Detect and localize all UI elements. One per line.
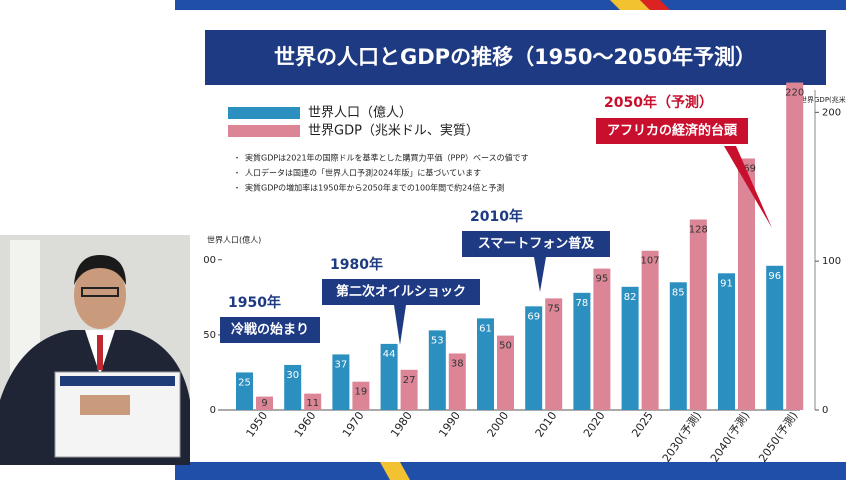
- callout-year: 2010年: [470, 208, 523, 225]
- value-label: 53: [431, 335, 444, 346]
- value-label: 220: [785, 88, 804, 99]
- bar: [786, 82, 804, 410]
- callout-arrow: [534, 257, 546, 292]
- bar: [448, 353, 466, 410]
- legend-label: 世界人口（億人）: [308, 105, 412, 121]
- bar: [545, 298, 563, 410]
- stripe-accent: [610, 0, 650, 10]
- bar: [332, 354, 350, 410]
- value-label: 27: [403, 375, 416, 386]
- y2-tick-label: 200: [822, 107, 841, 118]
- bar: [766, 265, 784, 410]
- bar: [497, 335, 514, 410]
- chart-title: 世界の人口とGDPの推移（1950～2050年予測）: [274, 45, 756, 69]
- callout-year: 2050年（予測）: [604, 94, 713, 111]
- y2-axis-label: 世界GDP(兆米ドル): [800, 95, 846, 104]
- y2-tick-label: 0: [822, 405, 828, 416]
- value-label: 82: [624, 292, 637, 303]
- y-tick-label: 0: [210, 405, 216, 416]
- callout-text: 第二次オイルショック: [336, 284, 466, 300]
- value-label: 61: [479, 323, 492, 334]
- callout-box: [596, 118, 748, 144]
- bar: [593, 268, 611, 410]
- bar: [669, 282, 687, 410]
- bar: [304, 393, 322, 410]
- value-label: 96: [768, 271, 781, 282]
- bar: [284, 364, 302, 410]
- value-label: 25: [238, 377, 251, 388]
- note-bullet: ・: [233, 154, 241, 163]
- y-axis-label: 世界人口(億人): [207, 235, 261, 245]
- callout-box: [220, 317, 320, 343]
- presenter: [0, 235, 190, 465]
- y2-tick-label: 100: [822, 256, 841, 267]
- callout-box: [322, 279, 480, 305]
- bar: [428, 330, 446, 410]
- stripe-accent: [380, 462, 410, 480]
- note: 実質GDPの増加率は1950年から2050年までの100年間で約24倍と予測: [245, 183, 504, 193]
- callout-arrow: [724, 146, 772, 228]
- y-tick-label: 50: [203, 330, 216, 341]
- value-label: 37: [335, 359, 348, 370]
- value-label: 19: [355, 387, 368, 398]
- value-label: 91: [720, 278, 733, 289]
- value-label: 44: [383, 349, 396, 360]
- callout-text: アフリカの経済的台頭: [607, 123, 738, 139]
- value-label: 38: [451, 358, 464, 369]
- value-label: 78: [576, 298, 589, 309]
- value-label: 169: [737, 163, 756, 174]
- title-banner: [205, 30, 826, 85]
- bar: [352, 381, 370, 410]
- value-label: 50: [499, 341, 512, 352]
- value-label: 85: [672, 287, 685, 298]
- bar: [525, 306, 543, 410]
- note: 人口データは国連の「世界人口予測2024年版」に基づいています: [245, 168, 481, 178]
- value-label: 107: [641, 256, 660, 267]
- bar: [400, 369, 418, 410]
- legend-swatch: [228, 107, 300, 119]
- value-label: 69: [527, 311, 540, 322]
- bar: [477, 318, 494, 410]
- value-label: 95: [596, 274, 609, 285]
- callout-year: 1950年: [228, 294, 281, 311]
- bar: [256, 396, 273, 410]
- value-label: 11: [306, 398, 319, 409]
- bar: [380, 343, 398, 410]
- bar: [236, 372, 253, 410]
- value-label: 9: [261, 398, 267, 409]
- bar: [573, 292, 591, 410]
- legend-label: 世界GDP（兆米ドル、実質）: [308, 123, 479, 139]
- value-label: 128: [689, 224, 708, 235]
- bottom-stripe: [175, 462, 846, 480]
- callout-box: [462, 231, 610, 257]
- note: 実質GDPは2021年の国際ドルを基準とした購買力平価（PPP）ベースの値です: [245, 153, 529, 163]
- callout-text: スマートフォン普及: [478, 236, 596, 252]
- bar: [718, 273, 735, 410]
- top-stripe: [175, 0, 846, 10]
- legend-swatch: [228, 125, 300, 137]
- callout-text: 冷戦の始まり: [231, 322, 309, 338]
- note-bullet: ・: [233, 169, 241, 178]
- note-bullet: ・: [233, 184, 241, 193]
- bar: [689, 219, 707, 410]
- value-label: 30: [286, 370, 299, 381]
- value-label: 75: [547, 303, 560, 314]
- callout-year: 1980年: [330, 256, 383, 273]
- bar: [641, 250, 659, 410]
- y-tick-label: 00: [203, 255, 216, 266]
- bar: [621, 286, 639, 410]
- callout-arrow: [394, 305, 406, 345]
- bar: [738, 158, 755, 410]
- stripe-accent: [640, 0, 670, 10]
